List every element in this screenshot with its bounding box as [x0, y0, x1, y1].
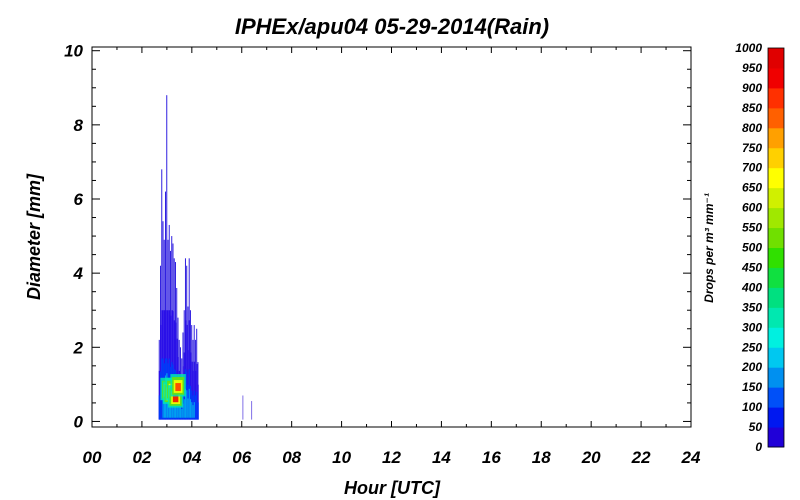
rain-column-low: [192, 405, 194, 418]
colorbar-tick-label: 800: [742, 121, 762, 135]
rain-column-mid: [196, 391, 198, 420]
colorbar-tick-label: 1000: [735, 41, 762, 55]
x-tick-label: 02: [132, 448, 151, 467]
y-tick-label: 10: [64, 42, 83, 61]
chart-title: IPHEx/apu04 05-29-2014(Rain): [235, 14, 549, 39]
rain-column-low: [188, 388, 190, 418]
x-tick-label: 14: [432, 448, 451, 467]
colorbar-tick-label: 50: [749, 420, 763, 434]
rain-column: [165, 191, 167, 420]
x-tick-label: 08: [282, 448, 301, 467]
rain-column-low: [186, 390, 188, 418]
colorbar-tick-label: 500: [742, 241, 762, 255]
rain-column-low: [187, 398, 189, 418]
rain-column-low: [193, 402, 195, 418]
rain-column-mid: [194, 395, 197, 420]
y-axis-label: Diameter [mm]: [24, 173, 44, 300]
colorbar-tick-label: 400: [741, 280, 762, 294]
colorbar-swatch: [768, 287, 784, 308]
rain-column-low: [191, 402, 193, 418]
x-tick-label: 22: [631, 448, 651, 467]
colorbar-swatch: [768, 247, 784, 268]
colorbar-swatch: [768, 207, 784, 229]
colorbar-tick-label: 450: [741, 260, 762, 274]
colorbar-swatch: [768, 227, 784, 248]
colorbar-tick-label: 900: [742, 81, 762, 95]
colorbar-swatch: [768, 427, 784, 448]
x-tick-label: 10: [332, 448, 351, 467]
colorbar-swatch: [768, 167, 784, 189]
colorbar-tick-label: 750: [742, 141, 762, 155]
colorbar-tick-label: 950: [742, 61, 762, 75]
rain-column-dense: [158, 370, 161, 420]
rain-column-dense: [197, 384, 199, 420]
colorbar-tick-label: 350: [742, 300, 762, 314]
rain-core-cell: [172, 394, 179, 403]
colorbar-frame: [767, 47, 785, 448]
x-tick-label: 24: [681, 448, 701, 467]
rain-column-low: [179, 406, 182, 418]
x-tick-label: 18: [532, 448, 551, 467]
y-tick-label: 2: [73, 338, 84, 357]
colorbar-tick-label: 650: [742, 181, 762, 195]
colorbar-tick-label: 600: [742, 201, 762, 215]
colorbar-tick-label: 550: [742, 221, 762, 235]
colorbar-swatch: [768, 367, 784, 388]
colorbar-tick-label: 100: [742, 400, 762, 414]
colorbar-swatch: [768, 347, 784, 368]
y-tick-label: 8: [74, 116, 84, 135]
rain-column-low: [177, 400, 179, 418]
rain-column-dense: [194, 370, 197, 420]
x-tick-label: 04: [182, 448, 201, 467]
rain-column-low: [189, 399, 192, 418]
x-tick-label: 20: [581, 448, 601, 467]
colorbar-swatch: [768, 267, 784, 288]
colorbar-tick-label: 700: [742, 161, 762, 175]
colorbar-tick-label: 250: [741, 340, 762, 354]
y-tick-label: 4: [73, 264, 84, 283]
colorbar-tick-label: 150: [742, 380, 762, 394]
rain-column-mid: [158, 395, 161, 420]
rain-column-low: [182, 403, 184, 418]
colorbar-label: Drops per m³ mm⁻¹: [702, 193, 716, 303]
colorbar-swatch: [768, 147, 784, 169]
colorbar-swatch: [768, 407, 784, 428]
rain-column-low: [178, 405, 180, 418]
rain-column-mid: [197, 402, 199, 420]
y-tick-label: 0: [74, 412, 84, 431]
colorbar-swatch: [768, 87, 784, 109]
colorbar-swatch: [768, 187, 784, 209]
y-tick-label: 6: [74, 190, 84, 209]
rain-column-low: [184, 388, 187, 418]
colorbar-swatch: [768, 387, 784, 408]
colorbar-swatch: [768, 67, 784, 89]
colorbar-tick-label: 850: [742, 101, 762, 115]
rain-core-cell: [175, 383, 181, 392]
colorbar-swatch: [768, 327, 784, 348]
rain-column: [242, 395, 244, 420]
x-tick-label: 06: [232, 448, 251, 467]
colorbar-tick-label: 200: [741, 360, 762, 374]
rain-column: [251, 401, 253, 420]
colorbar-swatch: [768, 48, 784, 69]
colorbar-swatch: [768, 307, 784, 328]
rain-column: [166, 95, 168, 420]
colorbar-tick-label: 300: [742, 320, 762, 334]
x-tick-label: 12: [382, 448, 401, 467]
x-tick-label: 00: [83, 448, 102, 467]
rain-column-low: [183, 399, 185, 418]
colorbar-swatch: [768, 107, 784, 129]
colorbar-tick-label: 0: [755, 440, 762, 454]
rain-column-low: [181, 408, 183, 418]
x-axis-label: Hour [UTC]: [344, 478, 441, 498]
rain-column-dense: [192, 370, 194, 420]
colorbar: 0 50 100 150 200 250 300 350 400 450 500 550 600 650 7…: [735, 41, 785, 454]
rain-column: [161, 169, 163, 420]
x-tick-label: 16: [482, 448, 501, 467]
colorbar-swatch: [768, 127, 784, 149]
plot-area: [92, 47, 691, 427]
